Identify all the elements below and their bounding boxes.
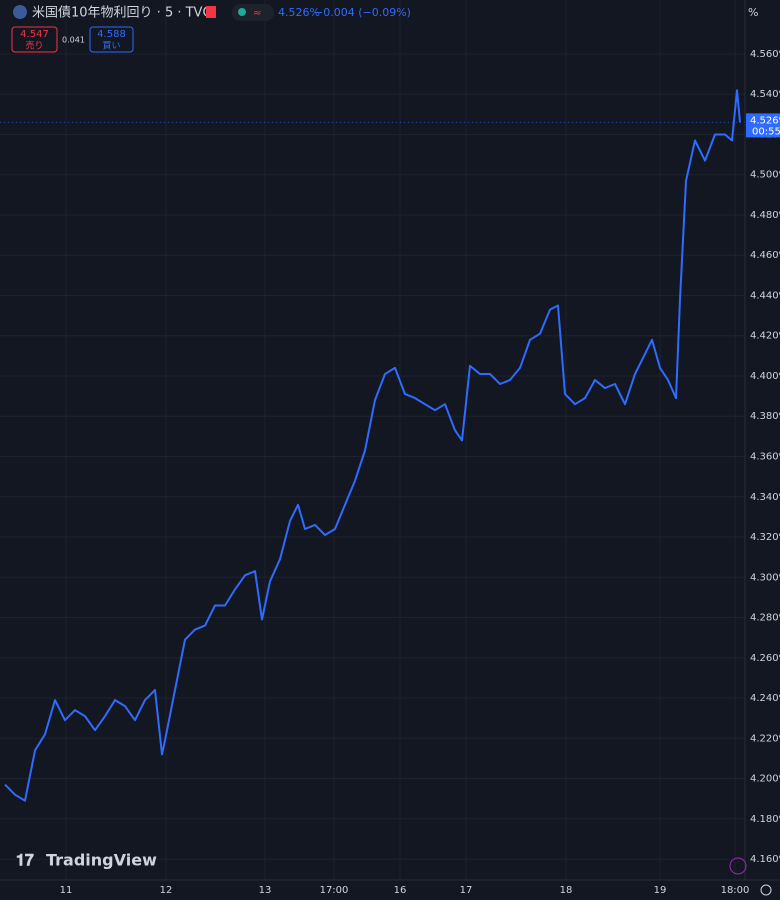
- x-tick-label: 11: [60, 885, 73, 896]
- y-tick-label: 4.460%: [750, 250, 780, 261]
- price: 4.526%: [278, 6, 320, 19]
- y-tick-label: 4.240%: [750, 693, 780, 704]
- y-tick-label: 4.440%: [750, 290, 780, 301]
- y-tick-label: 4.560%: [750, 49, 780, 60]
- y-tick-label: 4.400%: [750, 371, 780, 382]
- buy-label: 買い: [102, 41, 120, 52]
- sell-price: 4.547: [20, 29, 49, 40]
- change: −0.004 (−0.09%): [314, 6, 411, 19]
- alert-icon[interactable]: [729, 857, 747, 875]
- x-tick-label: 19: [654, 885, 667, 896]
- status-icon: ≈: [253, 8, 261, 19]
- y-tick-label: 4.160%: [750, 854, 780, 865]
- y-tick-label: 4.320%: [750, 532, 780, 543]
- y-tick-label: 4.300%: [750, 572, 780, 583]
- sell-label: 売り: [25, 40, 43, 52]
- flag-icon: [13, 5, 27, 19]
- countdown: 00:55: [752, 126, 780, 137]
- y-tick-label: 4.380%: [750, 411, 780, 422]
- spread: 0.041: [62, 36, 85, 45]
- x-tick-label: 17:00: [320, 885, 349, 896]
- x-tick-label: 16: [394, 885, 407, 896]
- x-tick-label: 17: [460, 885, 473, 896]
- flag: [206, 6, 216, 18]
- x-tick-label: 12: [160, 885, 173, 896]
- x-tick-label: 18:00: [721, 885, 750, 896]
- settings-icon[interactable]: [760, 884, 772, 896]
- buy-button[interactable]: [89, 26, 134, 53]
- buy-price: 4.588: [97, 29, 126, 40]
- symbol: 米国債10年物利回り · 5 · TVC: [32, 6, 212, 21]
- y-tick-label: 4.500%: [750, 170, 780, 181]
- logo-icon: 𝟏𝟕: [16, 851, 34, 870]
- logo: TradingView: [46, 851, 157, 870]
- plot: [0, 89, 745, 802]
- last-price-label: 4.526%: [750, 115, 780, 126]
- y-tick-label: 4.260%: [750, 653, 780, 664]
- unit: %: [748, 6, 758, 19]
- y-tick-label: 4.340%: [750, 492, 780, 503]
- y-tick-label: 4.480%: [750, 210, 780, 221]
- y-tick-label: 4.200%: [750, 774, 780, 785]
- x-tick-label: 13: [259, 885, 272, 896]
- y-tick-label: 4.540%: [750, 89, 780, 100]
- y-tick-label: 4.360%: [750, 452, 780, 463]
- y-tick-label: 4.280%: [750, 613, 780, 624]
- last-price-box: [746, 113, 780, 138]
- x-tick-label: 18: [560, 885, 573, 896]
- sell-button[interactable]: [11, 26, 58, 53]
- y-tick-label: 4.180%: [750, 814, 780, 825]
- price-line: [4, 89, 741, 802]
- y-tick-label: 4.420%: [750, 331, 780, 342]
- status-dot: [238, 8, 246, 16]
- y-tick-label: 4.220%: [750, 733, 780, 744]
